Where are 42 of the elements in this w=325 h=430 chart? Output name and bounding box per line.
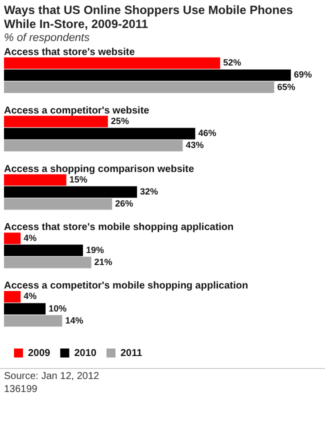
bar — [4, 57, 220, 69]
y-tick-label: Access that store's mobile shopping application — [4, 222, 234, 234]
y-tick-label: Access a competitor's website — [4, 105, 150, 116]
bar — [4, 232, 21, 244]
bar — [4, 128, 196, 140]
bar — [4, 69, 291, 81]
y-tick-label: Access a shopping comparison website — [4, 164, 194, 175]
data-label: 10% — [48, 303, 67, 314]
data-label: 21% — [94, 256, 112, 267]
text: 136199 — [4, 384, 38, 395]
data-label: 46% — [198, 128, 216, 138]
legend-label: 2010 — [74, 348, 97, 359]
data-label: 43% — [186, 140, 204, 150]
source-note: Source: Jan 12, 2012 — [4, 371, 100, 382]
data-label: 4% — [24, 232, 37, 243]
chart-subtitle: % of respondents — [3, 31, 91, 46]
bar — [4, 256, 92, 268]
data-label: 69% — [294, 70, 312, 80]
legend-label: 2011 — [120, 348, 143, 359]
bar — [4, 174, 66, 186]
bar — [4, 186, 138, 198]
data-label: 32% — [140, 186, 158, 196]
data-label: 15% — [69, 174, 88, 184]
bar — [4, 140, 183, 152]
bar — [4, 244, 83, 256]
bar — [4, 82, 274, 94]
y-tick-label: Access a competitor's mobile shopping application — [4, 280, 248, 292]
data-label: 25% — [110, 116, 129, 126]
data-label: 65% — [277, 82, 296, 92]
legend-label: 2009 — [28, 348, 51, 359]
bar — [4, 116, 108, 128]
data-label: 26% — [115, 198, 134, 209]
bar — [4, 303, 46, 315]
data-label: 4% — [24, 291, 37, 302]
y-tick-label: Access that store's website — [4, 47, 136, 58]
bar — [4, 315, 62, 327]
data-label: 52% — [223, 58, 242, 68]
data-label: 19% — [86, 244, 104, 255]
bar — [4, 291, 21, 302]
data-label: 14% — [65, 315, 84, 326]
bar — [4, 198, 112, 210]
chart-title: Ways that US Online Shoppers Use Mobile Phones While In-Store, 2009-2011 — [3, 2, 294, 31]
